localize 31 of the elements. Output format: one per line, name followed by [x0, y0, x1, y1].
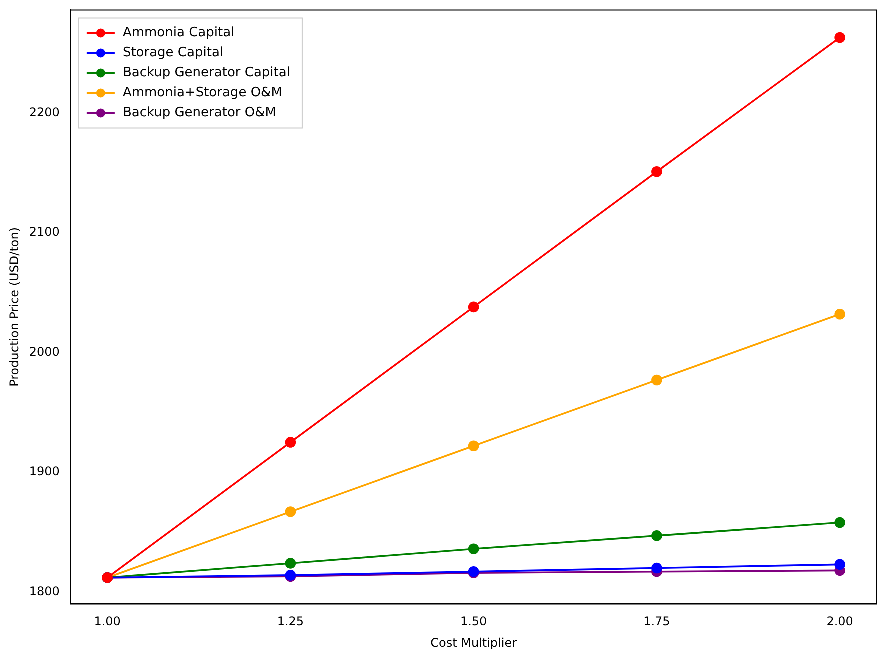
x-tick-label: 1.25 [277, 614, 304, 629]
point [834, 32, 846, 44]
point [652, 166, 662, 178]
point [834, 308, 846, 320]
y-tick-label: 2100 [29, 225, 60, 240]
point [834, 517, 846, 528]
point [652, 562, 662, 574]
legend-label: Ammonia Capital [122, 26, 235, 41]
point [468, 302, 480, 313]
x-tick-label: 2.00 [826, 614, 854, 629]
point [285, 558, 296, 569]
point [285, 506, 296, 518]
point [652, 374, 662, 386]
legend-label: Storage Capital [122, 46, 224, 61]
point [652, 530, 662, 542]
point [834, 559, 846, 570]
legend-label: Backup Generator Capital [122, 66, 290, 81]
point [468, 440, 480, 452]
point [285, 437, 296, 448]
x-axis-title: Cost Multiplier [430, 636, 518, 650]
y-axis-title: Production Price (USD/ton) [7, 227, 22, 387]
x-tick-label: 1.75 [644, 614, 670, 629]
y-tick-label: 1800 [29, 584, 60, 598]
legend-label: Backup Generator O&M [122, 106, 276, 121]
y-tick-label: 1900 [29, 464, 60, 479]
y-tick-label: 2200 [29, 105, 60, 120]
x-tick-label: 1.00 [94, 614, 121, 629]
x-tick-label: 1.50 [460, 614, 488, 629]
legend-label: Ammonia+Storage O&M [122, 86, 282, 101]
y-tick-label: 2000 [29, 344, 60, 359]
point [468, 544, 480, 555]
